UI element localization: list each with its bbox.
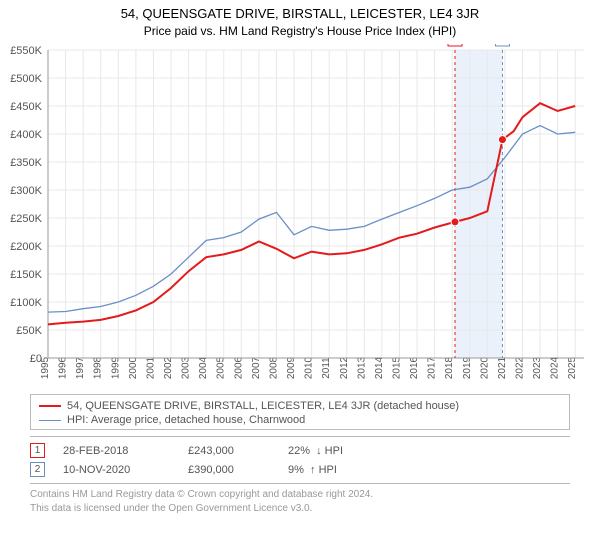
attribution-line-1: Contains HM Land Registry data © Crown c… <box>30 488 570 502</box>
legend-swatch-red <box>39 405 61 407</box>
page-title: 54, QUEENSGATE DRIVE, BIRSTALL, LEICESTE… <box>0 0 600 21</box>
svg-text:£150K: £150K <box>10 269 42 281</box>
svg-text:2002: 2002 <box>163 356 174 379</box>
svg-text:2010: 2010 <box>304 356 315 379</box>
svg-text:2023: 2023 <box>532 356 543 379</box>
sale-marker-badge: 1 <box>30 443 45 458</box>
svg-text:2020: 2020 <box>479 356 490 379</box>
legend-swatch-blue <box>39 420 61 421</box>
svg-text:1: 1 <box>452 44 458 46</box>
svg-text:2006: 2006 <box>233 356 244 379</box>
sale-row: 2 10-NOV-2020£390,0009% ↑ HPI <box>30 460 570 479</box>
svg-text:1995: 1995 <box>40 356 51 379</box>
sale-diff: 9% ↑ HPI <box>288 464 408 476</box>
page-subtitle: Price paid vs. HM Land Registry's House … <box>0 21 600 38</box>
svg-text:£450K: £450K <box>10 101 42 113</box>
svg-text:2: 2 <box>500 44 506 46</box>
svg-text:1998: 1998 <box>93 356 104 379</box>
svg-text:2011: 2011 <box>321 357 332 379</box>
attribution: Contains HM Land Registry data © Crown c… <box>30 484 570 515</box>
sales-table: 1 28-FEB-2018£243,00022% ↓ HPI 2 10-NOV-202… <box>30 436 570 484</box>
legend-label-blue: HPI: Average price, detached house, Char… <box>67 414 305 426</box>
svg-text:2019: 2019 <box>462 356 473 379</box>
svg-text:2012: 2012 <box>339 356 350 379</box>
svg-text:£100K: £100K <box>10 297 42 309</box>
svg-text:2017: 2017 <box>427 356 438 379</box>
svg-text:2013: 2013 <box>356 356 367 379</box>
legend: 54, QUEENSGATE DRIVE, BIRSTALL, LEICESTE… <box>30 394 570 430</box>
svg-text:2009: 2009 <box>286 356 297 379</box>
svg-text:£350K: £350K <box>10 157 42 169</box>
svg-text:2008: 2008 <box>268 356 279 379</box>
svg-text:2004: 2004 <box>198 356 209 379</box>
svg-text:£250K: £250K <box>10 213 42 225</box>
svg-text:2025: 2025 <box>567 356 578 379</box>
sale-marker-badge: 2 <box>30 462 45 477</box>
svg-text:£400K: £400K <box>10 129 42 141</box>
sale-date: 10-NOV-2020 <box>63 464 188 476</box>
svg-text:1996: 1996 <box>58 356 69 379</box>
svg-text:2014: 2014 <box>374 356 385 379</box>
svg-text:£200K: £200K <box>10 241 42 253</box>
svg-text:2021: 2021 <box>497 356 508 379</box>
legend-item-blue: HPI: Average price, detached house, Char… <box>39 413 561 427</box>
svg-text:£550K: £550K <box>10 45 42 57</box>
svg-text:1999: 1999 <box>110 356 121 379</box>
legend-label-red: 54, QUEENSGATE DRIVE, BIRSTALL, LEICESTE… <box>67 400 459 412</box>
svg-text:2001: 2001 <box>145 356 156 379</box>
svg-text:2015: 2015 <box>391 356 402 379</box>
svg-text:2024: 2024 <box>550 356 561 379</box>
sale-row: 1 28-FEB-2018£243,00022% ↓ HPI <box>30 441 570 460</box>
svg-text:2022: 2022 <box>514 356 525 379</box>
legend-item-red: 54, QUEENSGATE DRIVE, BIRSTALL, LEICESTE… <box>39 399 561 413</box>
sale-diff: 22% ↓ HPI <box>288 445 408 457</box>
svg-text:2000: 2000 <box>128 356 139 379</box>
attribution-line-2: This data is licensed under the Open Gov… <box>30 502 570 516</box>
sale-price: £390,000 <box>188 464 288 476</box>
sale-date: 28-FEB-2018 <box>63 445 188 457</box>
svg-text:2018: 2018 <box>444 356 455 379</box>
svg-text:1997: 1997 <box>75 356 86 379</box>
svg-text:£50K: £50K <box>16 325 42 337</box>
svg-text:£500K: £500K <box>10 73 42 85</box>
svg-text:£300K: £300K <box>10 185 42 197</box>
svg-text:2005: 2005 <box>216 356 227 379</box>
line-chart: £0£50K£100K£150K£200K£250K£300K£350K£400… <box>0 44 600 389</box>
svg-text:2007: 2007 <box>251 356 262 379</box>
svg-text:2003: 2003 <box>181 356 192 379</box>
svg-text:2016: 2016 <box>409 356 420 379</box>
chart-area: £0£50K£100K£150K£200K£250K£300K£350K£400… <box>0 44 600 389</box>
sale-price: £243,000 <box>188 445 288 457</box>
